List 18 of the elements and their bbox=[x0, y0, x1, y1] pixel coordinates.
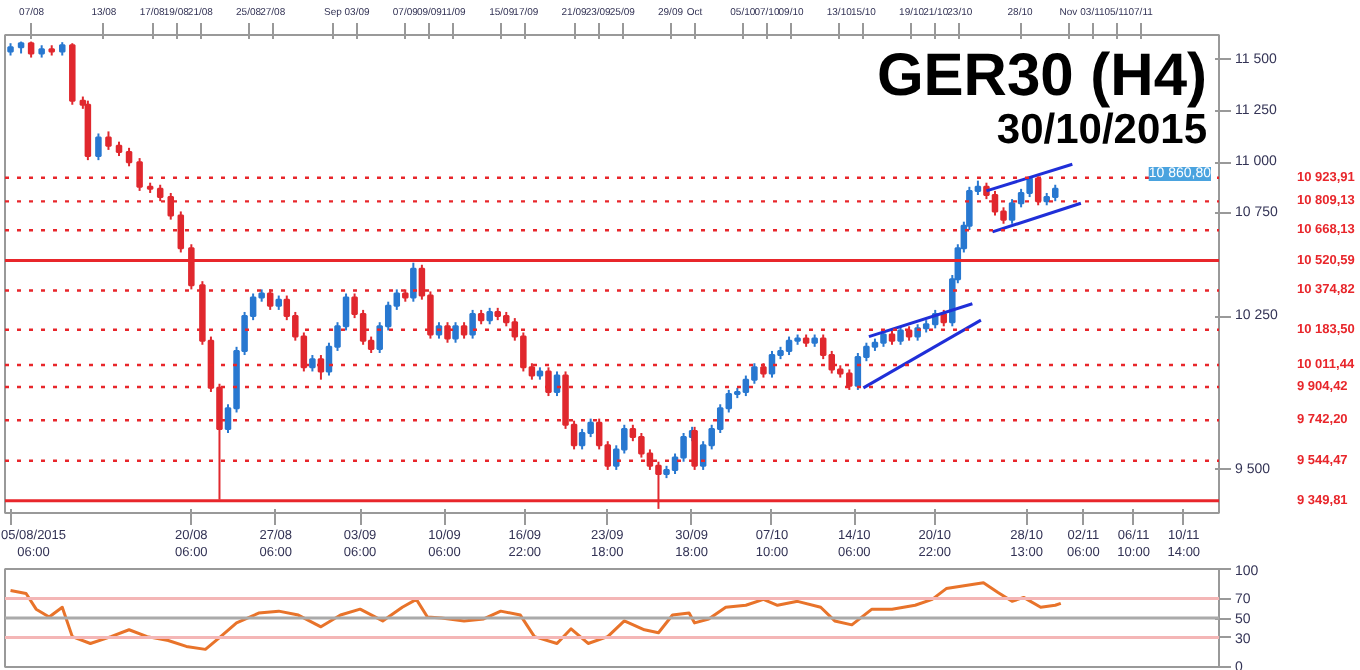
candlestick bbox=[105, 130, 112, 151]
candlestick bbox=[742, 374, 750, 398]
chart-title: GER30 (H4) bbox=[876, 43, 1208, 109]
candlestick bbox=[1008, 198, 1016, 225]
candlestick bbox=[768, 349, 776, 379]
candlestick bbox=[469, 308, 476, 340]
text: 30/10/2015 bbox=[996, 107, 1208, 153]
line-series bbox=[9, 581, 1063, 651]
candlestick bbox=[751, 362, 758, 385]
candlestick bbox=[410, 261, 417, 303]
candlestick bbox=[785, 335, 793, 357]
candlestick bbox=[578, 427, 586, 451]
candlestick bbox=[452, 321, 459, 344]
candlestick bbox=[125, 146, 133, 168]
candlestick bbox=[95, 132, 102, 162]
candlestick bbox=[680, 431, 687, 463]
candlestick bbox=[897, 325, 904, 346]
candlestick bbox=[587, 417, 594, 439]
